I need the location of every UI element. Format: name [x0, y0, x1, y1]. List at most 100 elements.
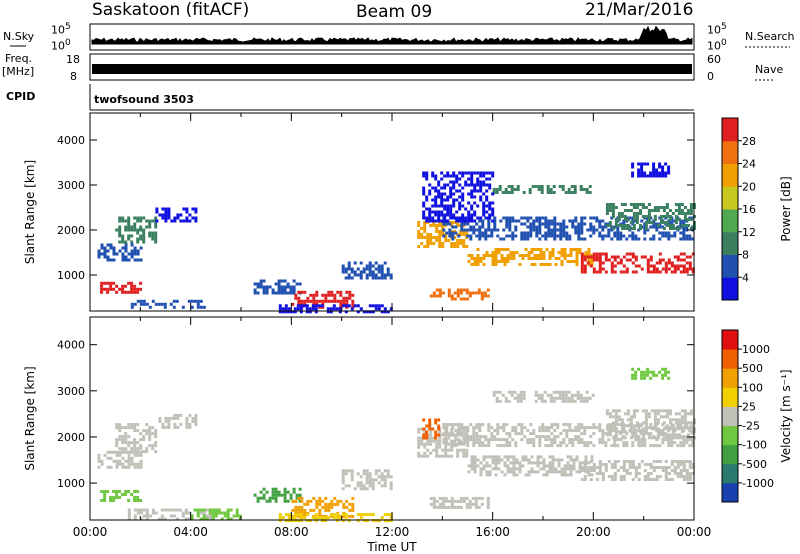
x-tick-label: 04:00: [173, 525, 208, 539]
colorbar-tick-label: 25: [742, 400, 756, 413]
colorbar-swatch: [722, 330, 738, 350]
velocity-echo-region: [278, 513, 393, 523]
colorbar-tick-label: 4: [742, 271, 749, 284]
colorbar-swatch: [722, 254, 738, 278]
colorbar-swatch: [722, 231, 738, 255]
colorbar-frame: [721, 329, 739, 503]
colorbar-swatch: [722, 277, 738, 301]
power-echo-region: [631, 162, 671, 178]
nave-label: Nave: [755, 63, 784, 76]
power-echo-region: [492, 185, 592, 194]
nsearch-label: N.Search: [745, 30, 795, 43]
colorbar-swatch: [722, 482, 738, 503]
colorbar-swatch: [722, 209, 738, 233]
nsky-scale-bottom: 100: [51, 38, 71, 53]
x-tick-label: 16:00: [475, 525, 510, 539]
freq-scale-bottom: 8: [70, 70, 77, 83]
y-tick-label: 4000: [57, 134, 85, 147]
colorbar-tick-label: 8: [742, 249, 749, 262]
colorbar-swatch: [722, 368, 738, 388]
velocity-echo-region: [492, 390, 595, 403]
colorbar-swatch: [722, 444, 738, 465]
colorbar-tick-label: 1000: [742, 343, 770, 356]
y-axis-label: Slant Range [km]: [23, 160, 37, 264]
y-tick-label: 3000: [57, 385, 85, 398]
colorbar-tick-label: 28: [742, 135, 756, 148]
freq-scale-top: 18: [66, 53, 80, 66]
power-echo-region: [130, 299, 206, 309]
y-tick-label: 4000: [57, 339, 85, 352]
velocity-echo-region: [605, 409, 696, 440]
nsky-panel-frame: [89, 23, 695, 51]
y-tick-label: 1000: [57, 477, 85, 490]
colorbar-tick-label: 20: [742, 180, 756, 193]
station-title: Saskatoon (fitACF): [92, 0, 250, 20]
top-strips: [10, 23, 790, 111]
power-colorbar: 4 8 12 16 20 24 28 Power [dB]: [721, 117, 793, 301]
velocity-echo-region: [341, 469, 393, 491]
velocity-echo-region: [580, 460, 695, 481]
freq-label-1: Freq.: [5, 52, 33, 65]
colorbar-swatch: [722, 406, 738, 427]
x-tick-label: 00:00: [677, 525, 712, 539]
colorbar-swatch: [722, 349, 738, 369]
freq-trace: [92, 64, 692, 74]
colorbar-swatch: [722, 118, 738, 142]
power-echo-region: [429, 288, 490, 301]
colorbar-tick-label: -500: [742, 458, 767, 471]
velocity-echo-region: [429, 496, 490, 509]
colorbar-label: Velocity [m s⁻¹]: [779, 369, 793, 462]
x-axis-label: Time UT: [366, 540, 417, 554]
nsky-label: N.Sky: [3, 30, 35, 43]
x-tick-label: 08:00: [274, 525, 309, 539]
colorbar-tick-label: 100: [742, 381, 763, 394]
velocity-echo-region: [467, 455, 594, 477]
cpid-label: CPID: [6, 90, 36, 103]
velocity-echo-region: [100, 490, 143, 502]
freq-label-2: [MHz]: [2, 65, 35, 78]
velocity-echo-region: [190, 508, 242, 521]
power-echo-region: [605, 203, 696, 230]
y-axis-label: Slant Range [km]: [23, 366, 37, 470]
power-echo-region: [155, 207, 198, 223]
power-echo-region: [341, 261, 393, 280]
colorbar-swatch: [722, 140, 738, 164]
nsearch-scale-bottom: 100: [707, 38, 727, 53]
x-tick-label: 20:00: [576, 525, 611, 539]
date-title: 21/Mar/2016: [585, 0, 694, 20]
velocity-echo-region: [115, 423, 158, 454]
colorbar-tick-label: 12: [742, 226, 756, 239]
power-echo-region: [97, 243, 143, 262]
power-echo-region: [278, 304, 393, 314]
y-tick-label: 3000: [57, 179, 85, 192]
colorbar-tick-label: 24: [742, 158, 756, 171]
colorbar-label: Power [dB]: [779, 176, 793, 241]
power-echo-region: [115, 216, 158, 244]
power-echo-region: [422, 171, 495, 223]
colorbar-tick-label: -1000: [742, 477, 774, 490]
power-echo-region: [467, 248, 594, 266]
x-tick-label: 00:00: [73, 525, 108, 539]
colorbar-tick-label: -25: [742, 420, 760, 433]
nsky-scale-top: 105: [51, 22, 71, 37]
cpid-value: twofsound 3503: [94, 93, 194, 106]
y-tick-label: 1000: [57, 269, 85, 282]
velocity-echo-region: [631, 367, 671, 380]
nave-scale-top: 60: [707, 53, 721, 66]
power-panel: 1000 2000 3000 4000 Slant Range [km] 4 8 12 16 20…: [23, 112, 793, 314]
y-tick-label: 2000: [57, 224, 85, 237]
nsky-trace: [91, 25, 693, 45]
colorbar-swatch: [722, 463, 738, 484]
beam-title: Beam 09: [356, 2, 433, 22]
colorbar-swatch: [722, 387, 738, 407]
nave-scale-bottom: 0: [707, 70, 714, 83]
power-echo-region: [253, 279, 302, 295]
power-frame: [89, 112, 695, 312]
velocity-echo-region: [158, 413, 198, 429]
colorbar-tick-label: 500: [742, 362, 763, 375]
colorbar-swatch: [722, 425, 738, 446]
power-echo-region: [100, 281, 143, 294]
velocity-colorbar: 1000 500 100 25 -25 -100 -500 -1000 Velocity [m …: [721, 329, 793, 503]
colorbar-swatch: [722, 163, 738, 187]
